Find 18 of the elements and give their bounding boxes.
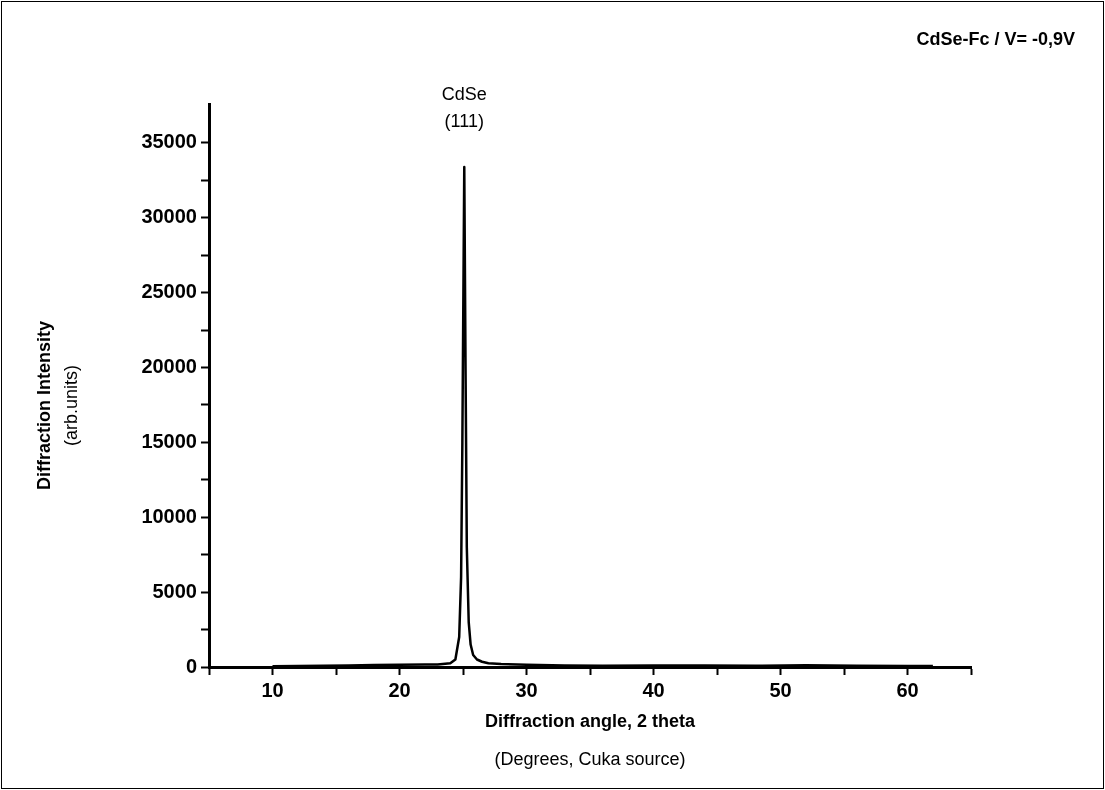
y-tick-label: 5000: [152, 579, 197, 602]
x-axis-title: Diffraction angle, 2 theta (Degrees, Cuka source): [484, 710, 696, 769]
x-tick-label: 50: [769, 678, 792, 701]
y-tick-label: 0: [185, 654, 197, 677]
chart-title: CdSe-Fc / V= -0,9V: [916, 28, 1075, 49]
annotation: CdSe (111): [441, 83, 487, 131]
x-tick-label: 20: [388, 678, 411, 701]
y-tick-label: 30000: [141, 205, 197, 228]
x-tick-label: 30: [515, 678, 538, 701]
y-tick-label: 10000: [141, 504, 197, 527]
x-tick-label: 40: [642, 678, 665, 701]
x-tick-label: 60: [896, 678, 919, 701]
y-tick-label: 35000: [141, 130, 197, 153]
y-tick-label: 20000: [141, 355, 197, 378]
x-tick-label: 10: [261, 678, 284, 701]
y-tick-label: 15000: [141, 429, 197, 452]
y-axis-title: Diffraction Intensity (arb.units): [33, 320, 81, 491]
y-tick-label: 25000: [141, 280, 197, 303]
